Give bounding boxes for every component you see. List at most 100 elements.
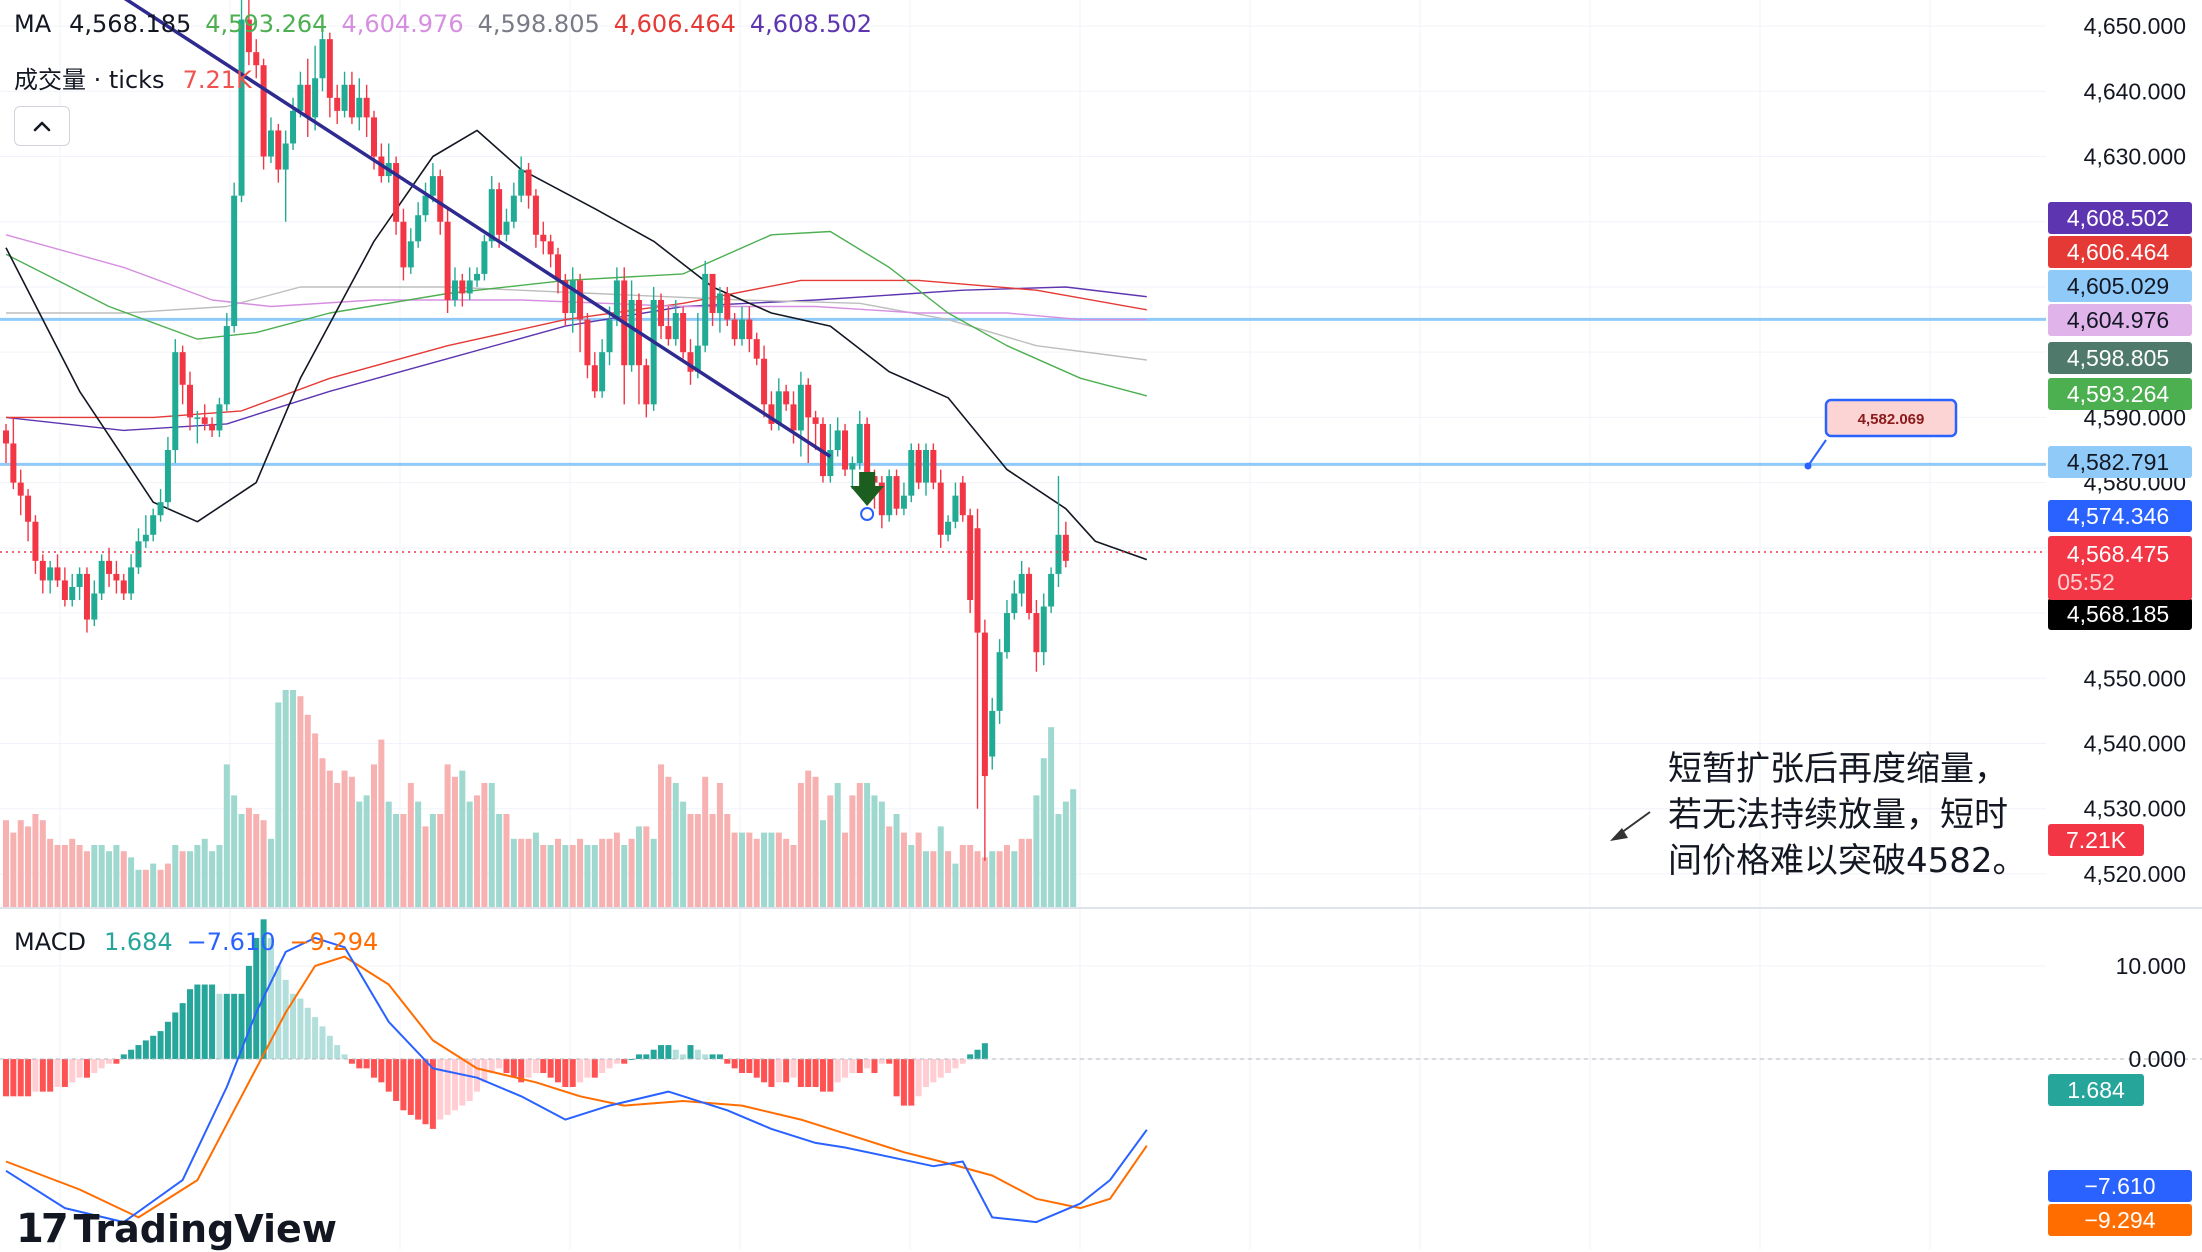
- macd-histogram-bar: [466, 1059, 473, 1101]
- price-scale-tick: 4,530.000: [2084, 796, 2186, 822]
- candle-body: [69, 586, 76, 600]
- candle-body: [775, 391, 782, 424]
- volume-bar: [3, 820, 9, 907]
- candle-body: [694, 345, 701, 372]
- callout-box[interactable]: [1824, 398, 1958, 438]
- candle-body: [878, 482, 885, 516]
- volume-bar: [856, 783, 863, 907]
- candle-body: [32, 521, 39, 561]
- volume-bar: [577, 838, 584, 907]
- macd-histogram-bar: [209, 984, 216, 1060]
- ma-legend-value: 4,606.464: [613, 10, 736, 38]
- macd-histogram-bar: [797, 1059, 804, 1087]
- volume-bar: [267, 838, 274, 907]
- volume-bar: [797, 783, 804, 907]
- volume-bar: [415, 801, 422, 907]
- ma-line-6: [5, 286, 1147, 432]
- volume-bar: [128, 857, 135, 907]
- macd-histogram-bar: [267, 937, 274, 1060]
- ma-line-3: [5, 234, 1147, 321]
- candle-body: [312, 78, 319, 118]
- candle-body: [245, 19, 252, 53]
- volume-bar: [187, 851, 193, 907]
- candle-body: [474, 273, 481, 281]
- volume-bar: [1040, 758, 1047, 907]
- candle-body: [304, 84, 311, 118]
- candle-body: [407, 241, 414, 268]
- macd-histogram-bar: [496, 1059, 503, 1069]
- candle-body: [753, 339, 760, 359]
- macd-histogram-bar: [547, 1059, 554, 1078]
- candle-body: [680, 313, 687, 353]
- candle-body: [142, 534, 149, 542]
- candle-body: [466, 280, 473, 294]
- collapse-legend-button[interactable]: [14, 106, 70, 146]
- volume-bar: [606, 838, 613, 907]
- macd-histogram-bar: [849, 1059, 856, 1074]
- volume-bar: [407, 783, 414, 907]
- volume-bar: [135, 869, 142, 907]
- ma-legend-value: 4,568.185: [69, 10, 192, 38]
- price-scale-tick: 4,630.000: [2084, 144, 2186, 170]
- macd-histogram-bar: [790, 1059, 797, 1078]
- candle-body: [569, 280, 576, 314]
- macd-histogram-bar: [223, 993, 230, 1060]
- candle-body: [17, 482, 24, 496]
- price-scale-tick: 4,650.000: [2084, 13, 2186, 39]
- candle-body: [974, 528, 981, 633]
- volume-bar: [150, 863, 157, 907]
- candle-body: [179, 352, 186, 385]
- volume-bar: [569, 845, 576, 907]
- volume-bar: [952, 863, 959, 907]
- trend-line[interactable]: [87, 0, 832, 458]
- macd-histogram-bar: [783, 1059, 790, 1083]
- volume-bar: [1011, 851, 1018, 907]
- ma-line-4: [6, 286, 1147, 361]
- macd-histogram-bar: [378, 1059, 385, 1083]
- volume-bar: [628, 838, 635, 907]
- candle-body: [1040, 606, 1047, 653]
- volume-bar: [819, 820, 826, 907]
- candle-body: [172, 352, 179, 450]
- macd-histogram-bar: [157, 1031, 164, 1060]
- candle-body: [91, 593, 98, 620]
- macd-histogram-bar: [959, 1059, 966, 1064]
- candle-body: [915, 450, 922, 483]
- volume-label: 7.21K: [2066, 827, 2127, 853]
- macd-histogram-bar: [172, 1012, 179, 1060]
- callout-text: 4,582.069: [1858, 411, 1925, 428]
- candle-body: [510, 195, 517, 222]
- macd-histogram-bar: [363, 1059, 370, 1069]
- volume-bar: [304, 714, 311, 907]
- candle-body: [665, 326, 672, 340]
- volume-bar: [179, 851, 186, 907]
- volume-bar: [547, 845, 554, 907]
- macd-label: −7.610: [2085, 1173, 2156, 1199]
- volume-bar: [231, 795, 238, 907]
- volume-bar: [584, 845, 591, 907]
- bar-countdown-label: 05:52: [2057, 569, 2115, 595]
- candle-body: [260, 65, 267, 157]
- price-label-bg: [2048, 342, 2192, 374]
- candle-body: [790, 404, 797, 431]
- candle-body: [429, 176, 436, 196]
- price-label: 4,606.464: [2067, 239, 2170, 265]
- volume-bar: [613, 832, 620, 907]
- candle-body: [231, 195, 238, 327]
- volume-bar: [334, 783, 341, 907]
- macd-histogram-bar: [3, 1059, 9, 1097]
- volume-bar: [864, 783, 871, 907]
- volume-bar: [1003, 845, 1010, 907]
- macd-histogram-bar: [915, 1059, 922, 1097]
- price-label: 4,593.264: [2067, 381, 2170, 407]
- chart-annotation-note[interactable]: 短暂扩张后再度缩量， 若无法持续放量，短时 间价格难以突破4582。: [1668, 746, 2027, 884]
- callout-anchor[interactable]: [1804, 462, 1812, 470]
- candle-body: [864, 423, 871, 477]
- candle-body: [341, 84, 348, 111]
- volume-bar: [694, 814, 701, 907]
- price-label-bg: [2048, 236, 2192, 268]
- volume-bar: [194, 845, 201, 907]
- candle-body: [724, 293, 731, 320]
- candle-body: [356, 97, 363, 118]
